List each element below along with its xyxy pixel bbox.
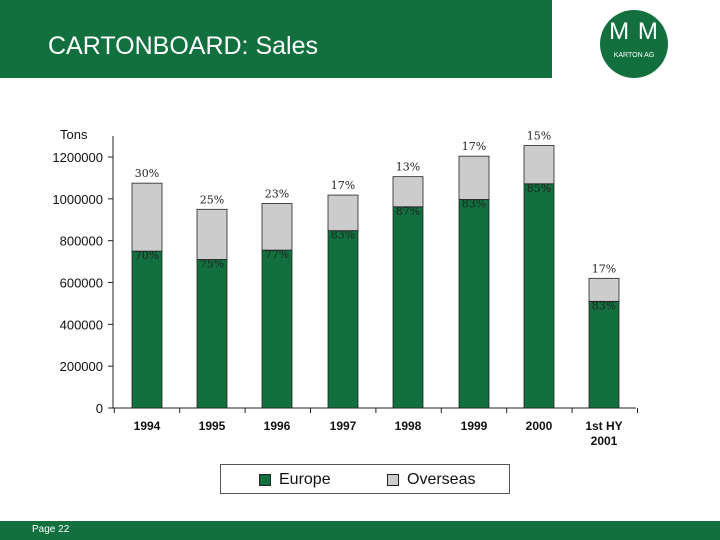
y-tick-label: 800000 [60, 234, 103, 249]
y-tick-label: 200000 [60, 359, 103, 374]
data-label-overseas: 17% [462, 140, 486, 153]
page-title: CARTONBOARD: Sales [48, 32, 318, 60]
data-label-europe: 83% [331, 229, 355, 242]
legend-swatch-europe [259, 474, 271, 486]
x-tick-label: 1994 [134, 419, 161, 433]
chart-bars [131, 145, 620, 409]
bar-overseas [327, 194, 359, 232]
x-tick-label: 2000 [526, 419, 553, 433]
legend-item-overseas: Overseas [387, 471, 475, 489]
logo-subtitle: KARTON AG [613, 52, 655, 59]
bar-overseas [392, 176, 424, 208]
bar-europe [196, 259, 228, 409]
y-tick-label: 400000 [60, 317, 103, 332]
data-label-overseas: 30% [135, 167, 159, 180]
bar-overseas [523, 145, 555, 185]
bar-europe [523, 183, 555, 409]
legend-item-europe: Europe [259, 471, 331, 489]
bar-europe [458, 199, 490, 409]
data-label-overseas: 23% [265, 187, 289, 200]
x-tick-label: 1996 [264, 419, 291, 433]
data-label-overseas: 15% [527, 129, 551, 142]
bar-europe [131, 250, 163, 409]
bar-europe [588, 300, 620, 409]
y-tick-label: 1200000 [52, 150, 103, 165]
x-tick-label: 2001 [591, 434, 618, 448]
y-tick-label: 1000000 [52, 192, 103, 207]
page-number: Page 22 [32, 524, 70, 535]
bar-overseas [261, 203, 293, 251]
data-label-europe: 75% [200, 257, 224, 270]
bar-europe [261, 249, 293, 409]
legend-swatch-overseas [387, 474, 399, 486]
y-tick-label: 600000 [60, 276, 103, 291]
bar-europe [327, 230, 359, 409]
bar-overseas [458, 155, 490, 200]
data-label-overseas: 13% [396, 161, 420, 174]
data-label-europe: 77% [265, 248, 289, 261]
x-tick-label: 1998 [395, 419, 422, 433]
data-label-overseas: 25% [200, 193, 224, 206]
bar-overseas [131, 182, 163, 252]
header-bar: CARTONBOARD: Sales [0, 0, 552, 78]
x-tick-label: 1999 [461, 419, 488, 433]
x-tick-label: 1997 [330, 419, 357, 433]
y-tick-label: 0 [96, 401, 103, 416]
data-label-europe: 83% [462, 197, 486, 210]
bar-overseas [196, 208, 228, 260]
bar-europe [392, 206, 424, 409]
logo: M M KARTON AG [600, 10, 668, 78]
legend-label-overseas: Overseas [407, 471, 476, 488]
unit-label: Tons [60, 127, 88, 142]
chart-legend: Europe Overseas [220, 464, 510, 494]
data-label-europe: 87% [396, 205, 420, 218]
x-tick-label: 1st HY [585, 419, 622, 433]
footer-bar: Page 22 [0, 521, 720, 540]
legend-label-europe: Europe [279, 471, 331, 488]
bar-overseas [588, 277, 620, 302]
data-label-europe: 83% [592, 299, 616, 312]
data-label-europe: 70% [135, 249, 159, 262]
data-label-overseas: 17% [592, 262, 616, 275]
data-label-overseas: 17% [331, 179, 355, 192]
logo-letters: M M [609, 18, 659, 45]
data-label-europe: 85% [527, 182, 551, 195]
x-tick-label: 1995 [199, 419, 226, 433]
